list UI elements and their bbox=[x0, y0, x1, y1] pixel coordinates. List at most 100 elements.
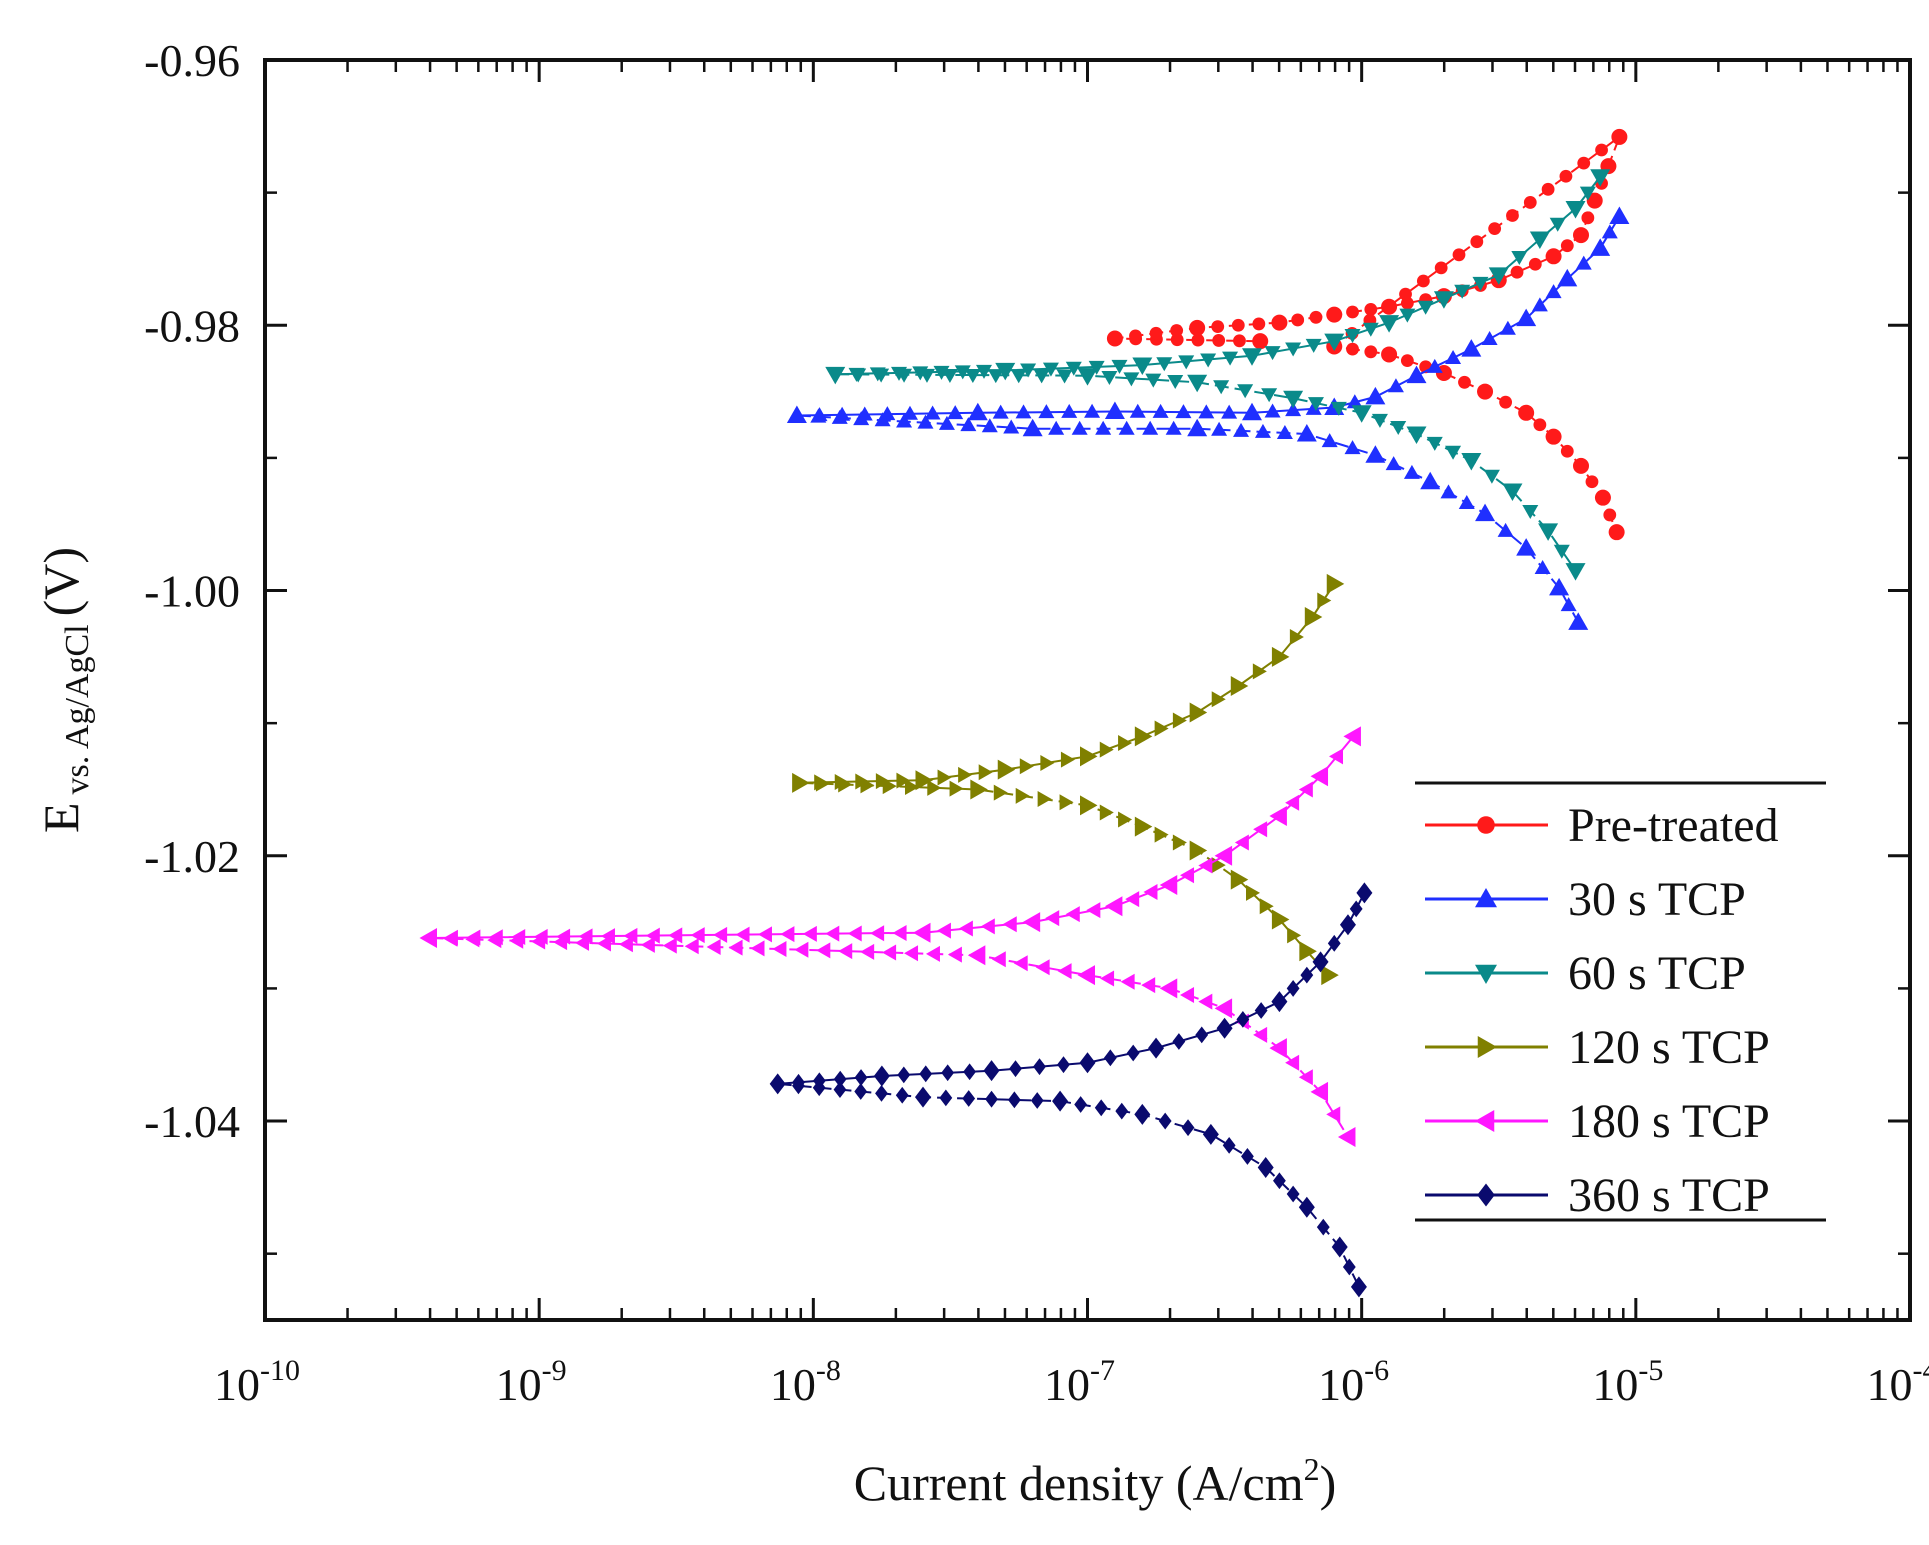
data-point-dense bbox=[1120, 973, 1135, 990]
x-axis-title-close: ) bbox=[1320, 1455, 1337, 1511]
data-point bbox=[1283, 390, 1304, 409]
data-point-dense bbox=[735, 926, 750, 943]
data-point-dense bbox=[1346, 342, 1359, 356]
x-tick-exponent: -7 bbox=[1090, 1354, 1115, 1387]
data-point-dense bbox=[905, 778, 920, 795]
data-point-dense bbox=[1531, 297, 1548, 312]
data-point-dense bbox=[1259, 898, 1274, 915]
data-point bbox=[1502, 483, 1523, 502]
data-point-dense bbox=[901, 405, 918, 420]
data-point-dense bbox=[1020, 363, 1037, 378]
data-point-dense bbox=[816, 942, 831, 959]
data-point-dense bbox=[927, 779, 942, 796]
data-point-dense bbox=[1601, 224, 1618, 239]
data-point bbox=[1573, 457, 1589, 474]
data-point bbox=[1077, 368, 1098, 386]
data-point-dense bbox=[1327, 934, 1341, 952]
data-point-dense bbox=[1003, 419, 1020, 434]
data-point-dense bbox=[964, 369, 981, 384]
data-point-dense bbox=[1246, 884, 1260, 901]
x-tick-base: 10 bbox=[214, 1359, 260, 1410]
data-point-dense bbox=[1222, 1136, 1236, 1154]
data-point-dense bbox=[1200, 353, 1217, 368]
data-point bbox=[1590, 169, 1611, 187]
data-point-dense bbox=[947, 405, 964, 420]
data-point-dense bbox=[1364, 345, 1378, 359]
data-point-dense bbox=[1141, 977, 1156, 994]
y-tick-label: -1.02 bbox=[144, 831, 240, 882]
data-point bbox=[983, 1060, 1000, 1082]
data-point-dense bbox=[794, 941, 809, 958]
data-point bbox=[1310, 766, 1329, 787]
data-point-dense bbox=[1019, 758, 1034, 775]
data-point-dense bbox=[1285, 402, 1302, 417]
data-point bbox=[1594, 489, 1611, 506]
data-point-dense bbox=[1101, 370, 1118, 385]
series-line bbox=[1114, 134, 1622, 533]
data-point bbox=[1080, 795, 1098, 816]
data-point-dense bbox=[962, 1090, 976, 1107]
data-point-dense bbox=[1165, 420, 1182, 435]
series-2 bbox=[825, 169, 1611, 581]
data-point bbox=[1296, 424, 1317, 442]
data-point-dense bbox=[1346, 394, 1363, 409]
data-point bbox=[1304, 607, 1323, 628]
data-point-dense bbox=[1472, 276, 1489, 291]
data-point-dense bbox=[838, 943, 853, 960]
data-point-dense bbox=[1009, 1060, 1022, 1078]
data-point-dense bbox=[1158, 1112, 1172, 1130]
data-point-dense bbox=[949, 780, 964, 797]
data-point-dense bbox=[1123, 372, 1140, 387]
data-point-dense bbox=[1385, 456, 1402, 471]
data-point bbox=[1475, 503, 1496, 522]
data-point-dense bbox=[1035, 959, 1050, 976]
data-point bbox=[1187, 374, 1208, 393]
data-point bbox=[1324, 333, 1345, 352]
data-point bbox=[1214, 845, 1233, 866]
data-point-dense bbox=[838, 776, 853, 793]
data-point bbox=[1365, 445, 1386, 463]
data-point-dense bbox=[939, 1089, 953, 1107]
series-5 bbox=[769, 882, 1373, 1298]
series-0 bbox=[1106, 128, 1628, 541]
x-tick-label: 10-5 bbox=[1592, 1354, 1663, 1410]
data-point-dense bbox=[728, 939, 743, 956]
series-line bbox=[796, 215, 1621, 417]
data-point-dense bbox=[1285, 794, 1300, 811]
data-point bbox=[1326, 306, 1343, 323]
data-point-dense bbox=[960, 417, 977, 432]
data-point bbox=[1590, 238, 1611, 256]
data-point-dense bbox=[1458, 375, 1471, 389]
data-point-dense bbox=[1511, 250, 1528, 265]
data-point bbox=[1269, 806, 1287, 826]
data-point-dense bbox=[925, 945, 940, 962]
data-point-dense bbox=[1231, 318, 1245, 332]
data-point-dense bbox=[1175, 404, 1192, 419]
data-point-dense bbox=[1115, 1102, 1129, 1120]
data-point-dense bbox=[1305, 338, 1322, 353]
data-point-dense bbox=[1346, 305, 1359, 319]
data-point bbox=[792, 772, 810, 793]
data-point-dense bbox=[1549, 217, 1566, 232]
legend-marker bbox=[1475, 1110, 1495, 1132]
y-tick-label: -0.96 bbox=[144, 35, 240, 86]
data-point bbox=[1298, 1196, 1315, 1218]
data-point-dense bbox=[1497, 522, 1514, 537]
data-point-dense bbox=[690, 927, 705, 944]
data-point-dense bbox=[993, 784, 1008, 801]
data-point-dense bbox=[850, 368, 867, 383]
data-point-dense bbox=[1285, 342, 1302, 357]
data-point-dense bbox=[1483, 469, 1500, 484]
data-point-dense bbox=[1541, 182, 1555, 196]
data-point-dense bbox=[757, 926, 772, 943]
data-point-dense bbox=[810, 408, 827, 423]
data-point-dense bbox=[1211, 320, 1225, 333]
data-point-dense bbox=[1172, 712, 1187, 729]
data-point bbox=[1331, 1236, 1348, 1258]
y-axis-title-unit: (V) bbox=[33, 547, 89, 616]
data-point-dense bbox=[1454, 284, 1471, 299]
data-point-dense bbox=[553, 934, 568, 951]
data-point-dense bbox=[1440, 484, 1457, 499]
data-point bbox=[1351, 405, 1372, 423]
